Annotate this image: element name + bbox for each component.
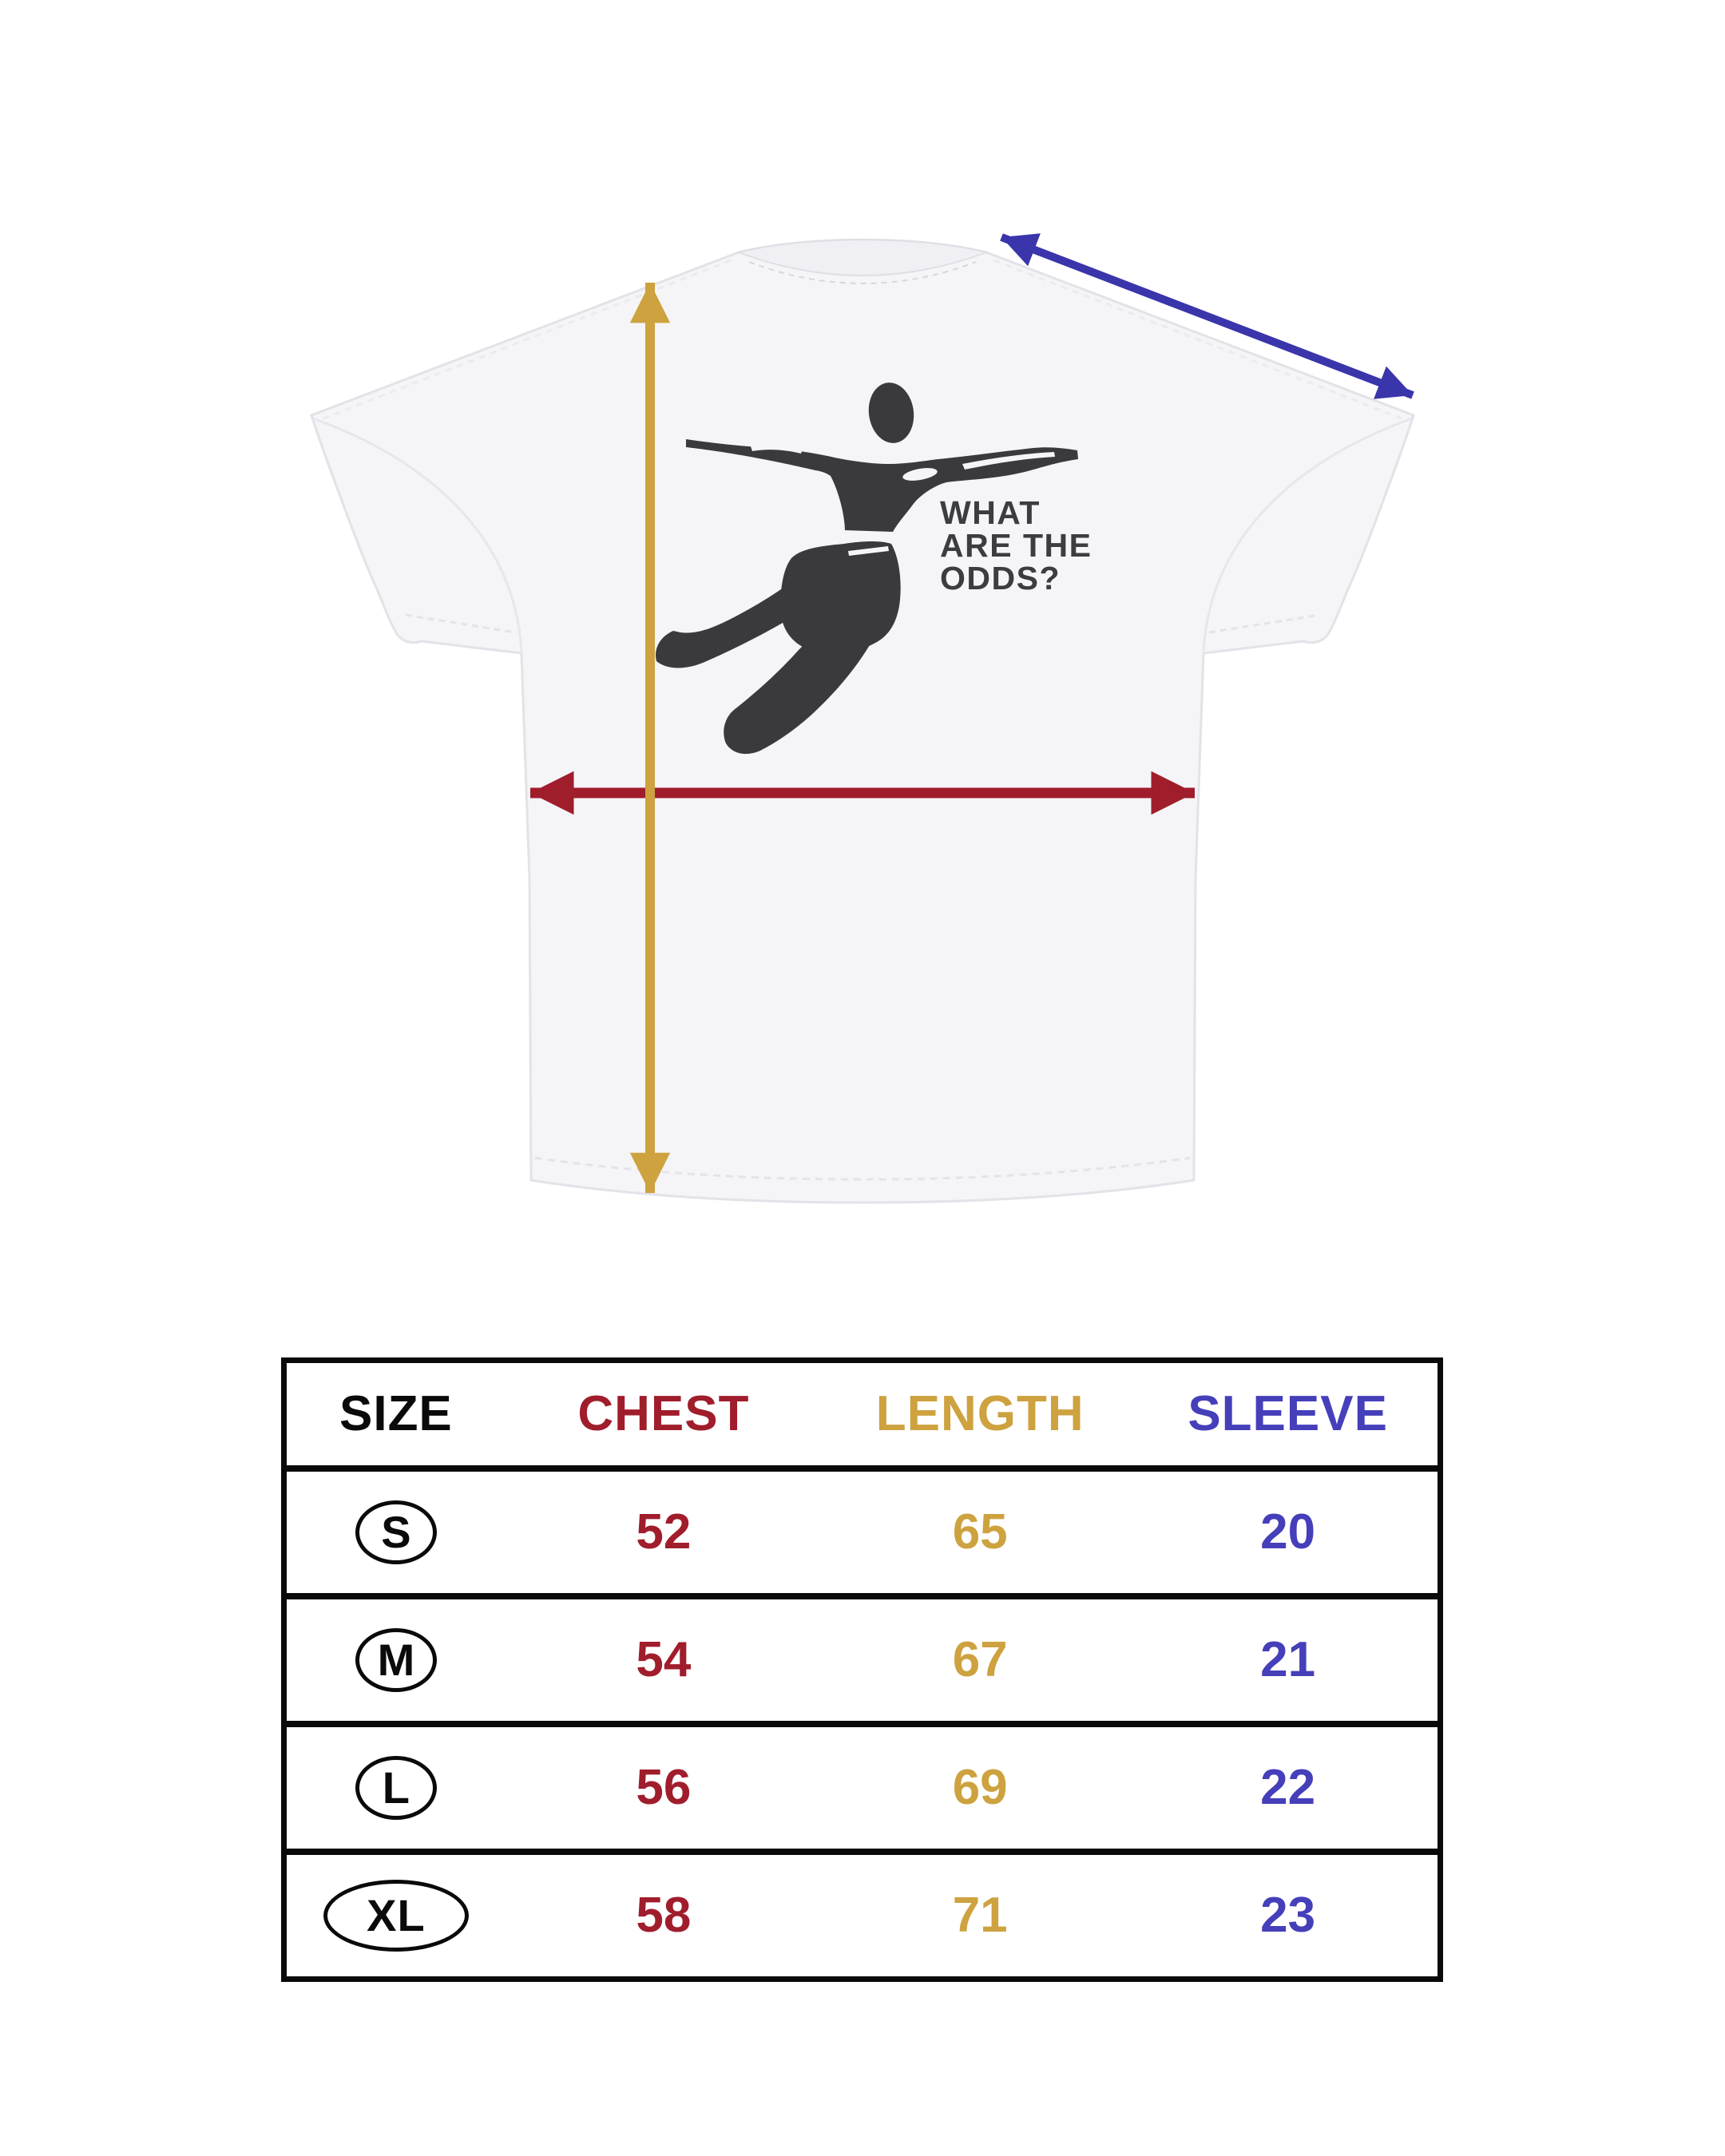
print-slogan-line-3: ODDS?: [940, 560, 1061, 596]
cell-l-chest: 56: [636, 1760, 692, 1815]
cell-s-sleeve: 20: [1260, 1504, 1316, 1560]
size-badge-xl-label: XL: [367, 1890, 426, 1940]
figure-upper-leg: [656, 585, 792, 668]
measurement-arrows: [530, 233, 1414, 1193]
figure-distress-marks: [751, 445, 1055, 556]
cell-xl-sleeve: 23: [1260, 1888, 1316, 1943]
column-header-length: LENGTH: [875, 1386, 1085, 1441]
figure-lower-leg: [724, 630, 873, 755]
cell-xl-chest: 58: [636, 1888, 692, 1943]
tshirt-body: [310, 238, 1415, 1204]
cell-s-length: 65: [952, 1504, 1008, 1560]
print-slogan-line-1: WHAT: [940, 494, 1041, 531]
size-badge-l: L: [355, 1756, 437, 1820]
size-badge-s: S: [355, 1500, 437, 1564]
flying-person-silhouette: [656, 382, 1078, 755]
column-header-chest: CHEST: [577, 1386, 750, 1441]
size-badge-s-label: S: [381, 1507, 411, 1557]
right-cuff-stitch: [1208, 613, 1320, 634]
table-row-s: S 52 65 20: [287, 1465, 1438, 1593]
table-row-xl: XL 58 71 23: [287, 1849, 1438, 1976]
figure-head: [868, 382, 914, 443]
cell-m-chest: 54: [636, 1632, 692, 1687]
print-slogan-line-2: ARE THE: [940, 527, 1092, 564]
cell-s-chest: 52: [636, 1504, 692, 1560]
size-badge-xl: XL: [323, 1880, 469, 1952]
table-row-l: L 56 69 22: [287, 1721, 1438, 1849]
cell-m-sleeve: 21: [1260, 1632, 1316, 1687]
size-badge-m-label: M: [377, 1635, 415, 1685]
cell-m-length: 67: [952, 1632, 1008, 1687]
cell-l-sleeve: 22: [1260, 1760, 1316, 1815]
column-header-size: SIZE: [339, 1386, 453, 1441]
left-armhole-seam: [312, 417, 523, 652]
table-row-m: M 54 67 21: [287, 1593, 1438, 1721]
size-table: SIZE CHEST LENGTH SLEEVE S 52 65 20 M 54…: [281, 1357, 1443, 1982]
right-armhole-seam: [1202, 417, 1413, 652]
column-header-sleeve: SLEEVE: [1188, 1386, 1388, 1441]
figure-hips: [780, 541, 901, 654]
collar-stitch: [748, 261, 977, 284]
print-slogan: WHAT ARE THE ODDS?: [940, 494, 1092, 596]
size-badge-l-label: L: [382, 1762, 410, 1813]
size-badge-m: M: [355, 1628, 437, 1692]
size-table-header-row: SIZE CHEST LENGTH SLEEVE: [287, 1363, 1438, 1465]
collar-band: [736, 239, 989, 276]
left-cuff-stitch: [405, 613, 517, 634]
cell-l-length: 69: [952, 1760, 1008, 1815]
sleeve-arrow: [1000, 233, 1414, 399]
tshirt-back: [310, 238, 1415, 1204]
cell-xl-length: 71: [952, 1888, 1008, 1943]
